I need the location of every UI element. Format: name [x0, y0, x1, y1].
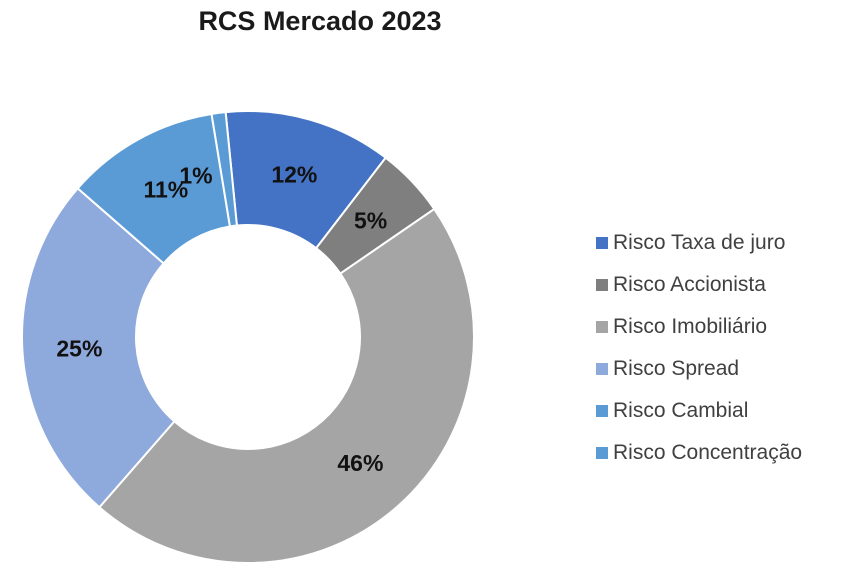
legend-swatch [596, 363, 608, 375]
legend-swatch [596, 279, 608, 291]
legend-label: Risco Spread [613, 357, 740, 380]
chart-legend: Risco Taxa de juro Risco Accionista Risco … [596, 222, 846, 474]
legend-item-5: Risco Cambial [596, 390, 846, 432]
data-label-5: 11% [143, 176, 188, 202]
donut-slice-4 [21, 186, 176, 509]
donut-slice-3 [97, 207, 475, 564]
legend-item-1: Risco Taxa de juro [596, 222, 846, 264]
legend-label: Risco Accionista [613, 273, 766, 296]
data-label-1: 12% [271, 161, 317, 187]
donut-slice-6 [210, 111, 239, 228]
legend-swatch [596, 237, 608, 249]
legend-item-3: Risco Imobiliário [596, 306, 846, 348]
legend-label: Risco Cambial [613, 399, 749, 422]
legend-swatch [596, 405, 608, 417]
legend-label: Risco Imobiliário [613, 315, 768, 338]
legend-label: Risco Taxa de juro [613, 231, 786, 254]
chart-title: RCS Mercado 2023 [198, 6, 442, 36]
data-label-4: 25% [56, 335, 102, 361]
legend-swatch [596, 321, 608, 333]
legend-label: Risco Concentração [613, 441, 803, 464]
legend-item-4: Risco Spread [596, 348, 846, 390]
legend-swatch [596, 447, 608, 459]
data-label-3: 46% [337, 450, 383, 476]
legend-item-2: Risco Accionista [596, 264, 846, 306]
data-label-6: 1% [179, 162, 212, 188]
legend-item-6: Risco Concentração [596, 432, 846, 474]
donut-chart: 12% 5% 46% 25% 11%1% [21, 110, 475, 564]
data-label-2: 5% [354, 208, 387, 234]
